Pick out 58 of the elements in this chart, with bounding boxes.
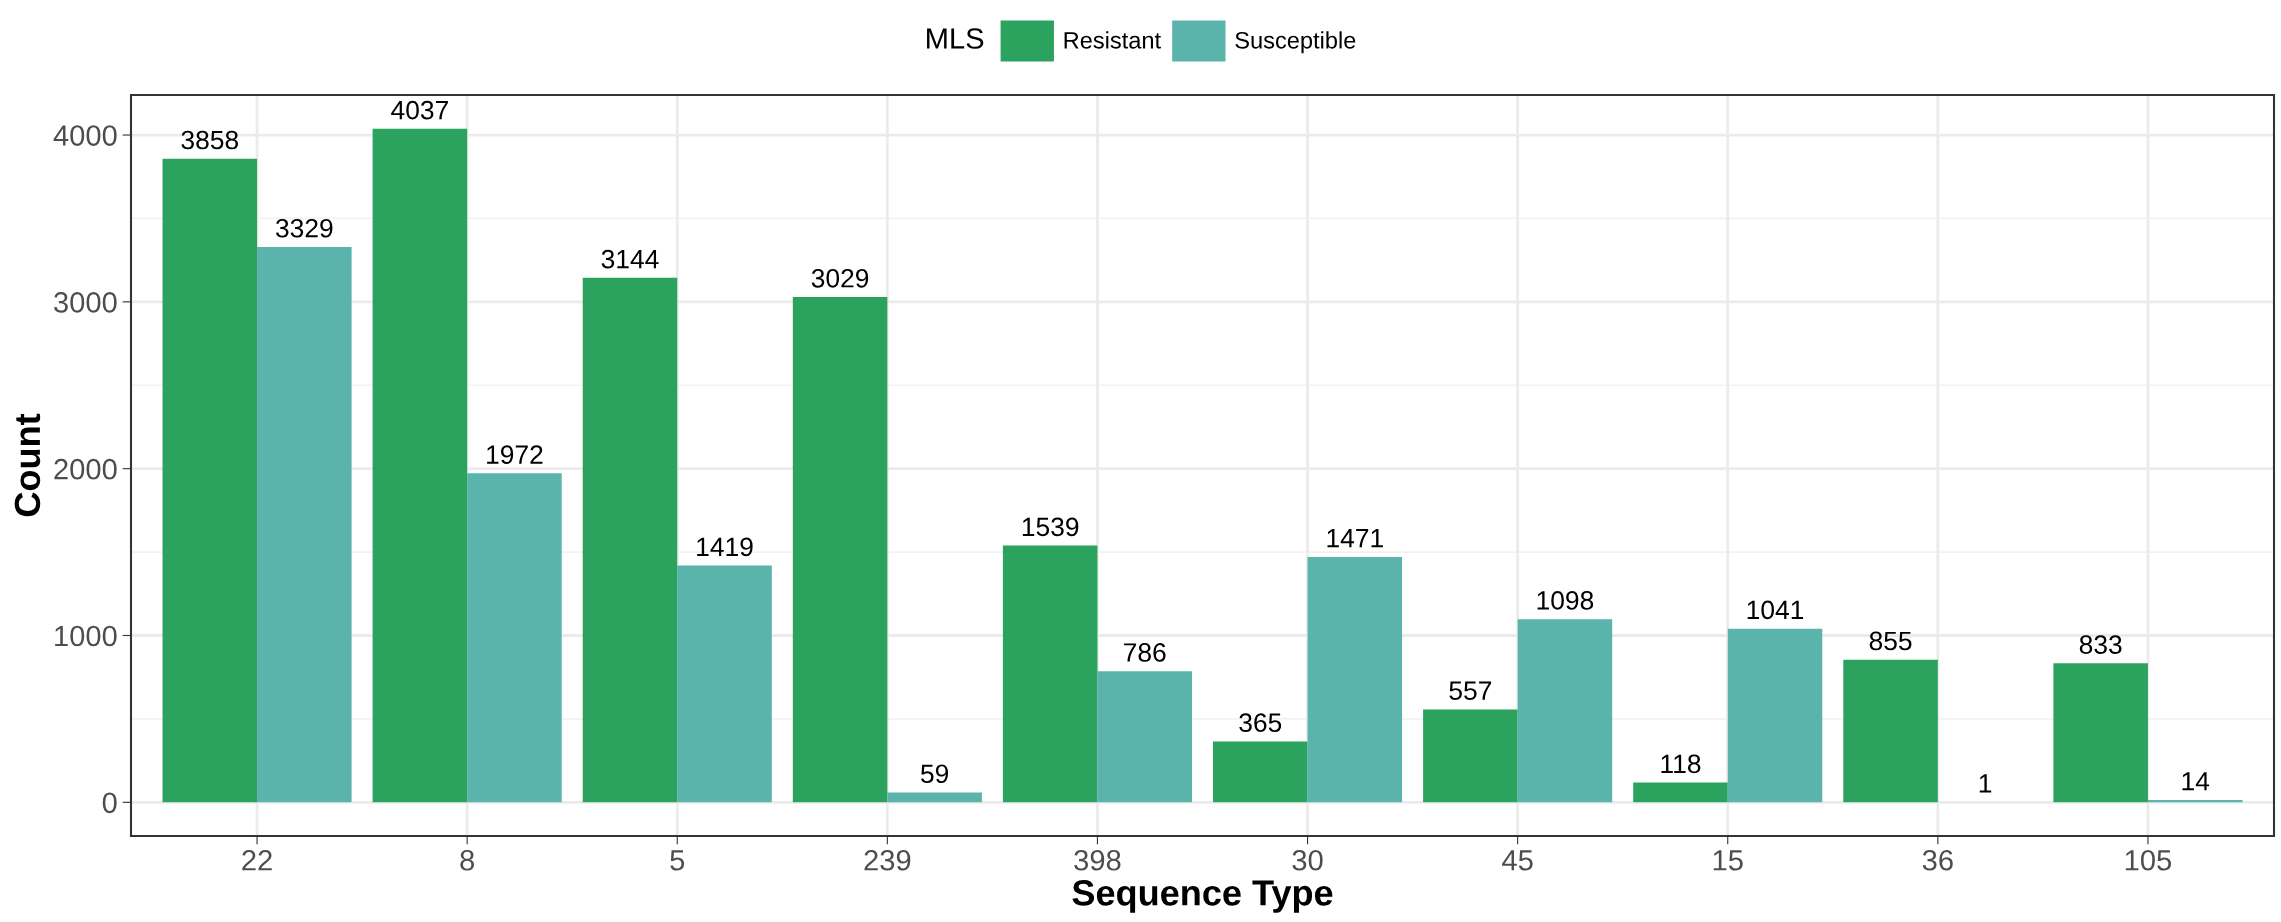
y-tick-label: 3000 [54, 292, 117, 313]
data-label: 1471 [1327, 529, 1383, 548]
x-tick-label: 8 [460, 849, 474, 871]
data-label: 786 [1124, 643, 1166, 662]
data-label: 3858 [181, 130, 238, 150]
x-tick-label: 15 [1713, 850, 1743, 871]
x-tick-label: 398 [1074, 849, 1121, 871]
bar [887, 792, 982, 803]
y-tick-label: 0 [102, 792, 117, 814]
bar [677, 565, 772, 803]
data-label: 14 [2182, 772, 2210, 791]
data-label: 1041 [1747, 600, 1804, 620]
data-label: 557 [1449, 681, 1492, 700]
x-tick-label: 105 [2125, 849, 2172, 871]
bar [257, 246, 352, 803]
x-tick-label: 22 [242, 849, 272, 871]
bar [1633, 782, 1728, 803]
bar [1843, 659, 1938, 803]
data-label: 3029 [811, 268, 869, 288]
x-tick-label: 45 [1502, 850, 1533, 871]
bar [1423, 709, 1518, 803]
data-label: 3329 [275, 218, 333, 238]
data-label: 1539 [1022, 517, 1079, 537]
bar [792, 297, 888, 803]
bar [1002, 545, 1098, 803]
legend-label: Susceptible [1235, 31, 1356, 54]
legend-title: MLS [927, 28, 984, 49]
x-tick-label: 30 [1292, 849, 1323, 871]
x-tick-label: 36 [1922, 849, 1953, 871]
data-label: 1419 [697, 537, 753, 557]
y-tick-label: 1000 [55, 625, 117, 647]
bar [467, 473, 562, 803]
x-tick-label: 239 [864, 849, 911, 871]
bar [582, 277, 678, 803]
bar [372, 128, 468, 803]
data-label: 59 [921, 764, 949, 784]
x-tick-label: 5 [670, 850, 685, 871]
y-tick-label: 4000 [53, 125, 117, 146]
bar [1097, 671, 1192, 803]
bar [1517, 619, 1613, 803]
bar [2053, 663, 2148, 803]
y-tick-label: 2000 [54, 458, 117, 480]
bar [1727, 628, 1823, 803]
data-label: 1 [1979, 774, 1992, 793]
data-label: 1972 [487, 445, 543, 464]
data-label: 1098 [1537, 591, 1594, 610]
data-label: 855 [1869, 631, 1912, 651]
y-axis-title: Count [14, 413, 41, 517]
x-axis-title: Sequence Type [1072, 880, 1333, 913]
data-label: 3144 [601, 249, 659, 269]
legend-label: Resistant [1064, 31, 1161, 49]
data-label: 365 [1239, 713, 1282, 733]
data-label: 833 [2079, 635, 2122, 654]
bar [162, 158, 258, 803]
data-label: 118 [1661, 754, 1701, 774]
bar [1213, 741, 1308, 803]
bar [1307, 556, 1403, 803]
data-label: 4037 [391, 100, 448, 120]
